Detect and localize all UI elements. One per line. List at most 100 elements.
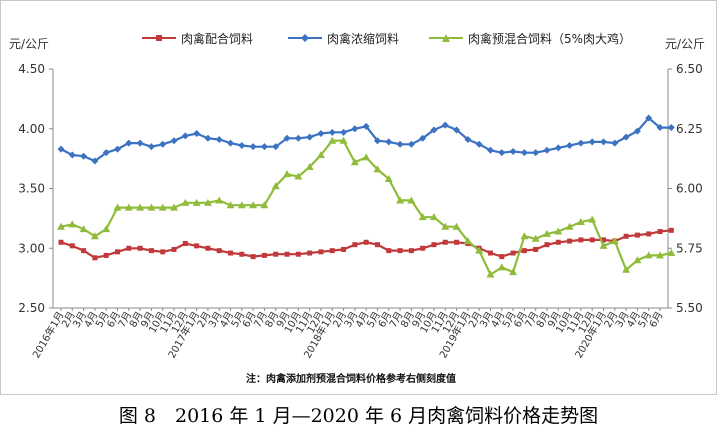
data-point — [102, 225, 111, 233]
legend-label-compound: 肉禽配合饲料 — [181, 31, 253, 46]
figure-caption: 图 8 2016 年 1 月—2020 年 6 月肉禽饲料价格走势图 — [118, 405, 599, 427]
data-point — [657, 229, 663, 235]
data-point — [170, 203, 179, 211]
data-point — [350, 158, 359, 166]
data-point — [351, 125, 359, 133]
data-point — [646, 231, 652, 237]
data-point — [339, 136, 348, 144]
data-point — [272, 143, 280, 151]
right-tick-label: 6.25 — [676, 122, 703, 136]
data-point — [317, 130, 325, 138]
left-tick-label: 3.50 — [18, 182, 45, 196]
data-point — [668, 227, 674, 233]
data-point — [215, 196, 224, 204]
data-point — [610, 237, 619, 245]
data-point — [543, 146, 551, 154]
chart-note: 注：肉禽添加剂预混合饲料价格参考右侧刻度值 — [246, 372, 456, 385]
data-point — [623, 233, 629, 239]
legend-marker-premix — [442, 34, 450, 42]
data-point — [160, 249, 166, 255]
data-point — [318, 249, 324, 255]
data-point — [250, 254, 256, 260]
data-point — [486, 146, 494, 154]
data-point — [384, 174, 393, 182]
data-point — [554, 144, 562, 152]
data-point — [362, 153, 371, 161]
data-point — [204, 134, 212, 142]
data-point — [306, 133, 314, 141]
data-point — [520, 149, 528, 157]
data-point — [329, 248, 335, 254]
data-point — [397, 248, 403, 254]
data-point — [79, 225, 88, 233]
data-point — [509, 268, 518, 276]
chart-frame: 元/公斤 元/公斤 肉禽配合饲料 肉禽浓缩饲料 肉禽预混合饲料（5%肉大鸡） 4… — [0, 0, 717, 395]
data-point — [644, 251, 653, 259]
data-point — [588, 138, 596, 146]
data-point — [249, 201, 258, 209]
data-point — [273, 251, 279, 257]
data-point — [283, 134, 291, 142]
data-point — [340, 128, 348, 136]
data-point — [453, 126, 461, 134]
data-point — [374, 242, 380, 248]
data-point — [239, 251, 245, 257]
data-point — [295, 251, 301, 257]
data-point — [260, 143, 268, 151]
data-point — [645, 114, 653, 122]
data-point — [216, 248, 222, 254]
data-point — [284, 251, 290, 257]
data-point — [170, 137, 178, 145]
left-tick-label: 4.00 — [18, 122, 45, 136]
data-point — [215, 136, 223, 144]
data-point — [57, 222, 65, 230]
data-point — [611, 139, 619, 147]
legend-marker-concentrate — [301, 34, 309, 42]
data-point — [385, 138, 393, 146]
data-point — [497, 263, 506, 271]
legend: 肉禽配合饲料 肉禽浓缩饲料 肉禽预混合饲料（5%肉大鸡） — [142, 31, 631, 46]
data-point — [464, 136, 472, 144]
data-point — [237, 201, 246, 209]
data-point — [238, 141, 246, 149]
right-tick-label: 6.50 — [676, 62, 703, 76]
right-tick-label: 5.75 — [676, 241, 703, 255]
data-point — [430, 126, 438, 134]
data-point — [158, 203, 167, 211]
x-axis-ticks: 2016年1月2月3月4月5月6月7月8月9月10月11月12月2017年1月2… — [29, 308, 666, 360]
data-point — [271, 182, 280, 190]
left-axis-ticks: 4.50 4.00 3.50 3.00 2.50 — [18, 62, 53, 315]
data-point — [566, 141, 574, 149]
data-point — [194, 243, 200, 249]
data-point — [418, 213, 427, 221]
data-point — [362, 122, 370, 130]
data-point — [90, 232, 99, 240]
data-point — [622, 133, 630, 141]
x-tick-label: 2016年1月 — [29, 309, 66, 360]
data-point — [667, 124, 675, 132]
data-point — [589, 237, 595, 243]
right-axis-unit: 元/公斤 — [665, 37, 705, 51]
data-point — [305, 162, 314, 170]
data-point — [486, 270, 495, 278]
data-point — [656, 124, 664, 132]
data-point — [307, 250, 313, 256]
data-point — [475, 140, 483, 148]
data-point — [396, 140, 404, 148]
data-point — [407, 196, 416, 204]
data-point — [442, 239, 448, 245]
data-point — [431, 242, 437, 248]
data-point — [542, 229, 551, 237]
data-point — [92, 255, 98, 261]
data-point — [193, 130, 201, 138]
data-point — [227, 139, 235, 147]
data-point — [328, 128, 336, 136]
data-point — [68, 151, 76, 159]
legend-label-concentrate: 肉禽浓缩饲料 — [327, 31, 399, 46]
data-point — [249, 143, 257, 151]
data-point — [554, 227, 563, 235]
data-point — [115, 249, 121, 255]
data-point — [91, 157, 99, 165]
data-point — [408, 248, 414, 254]
data-point — [452, 222, 461, 230]
